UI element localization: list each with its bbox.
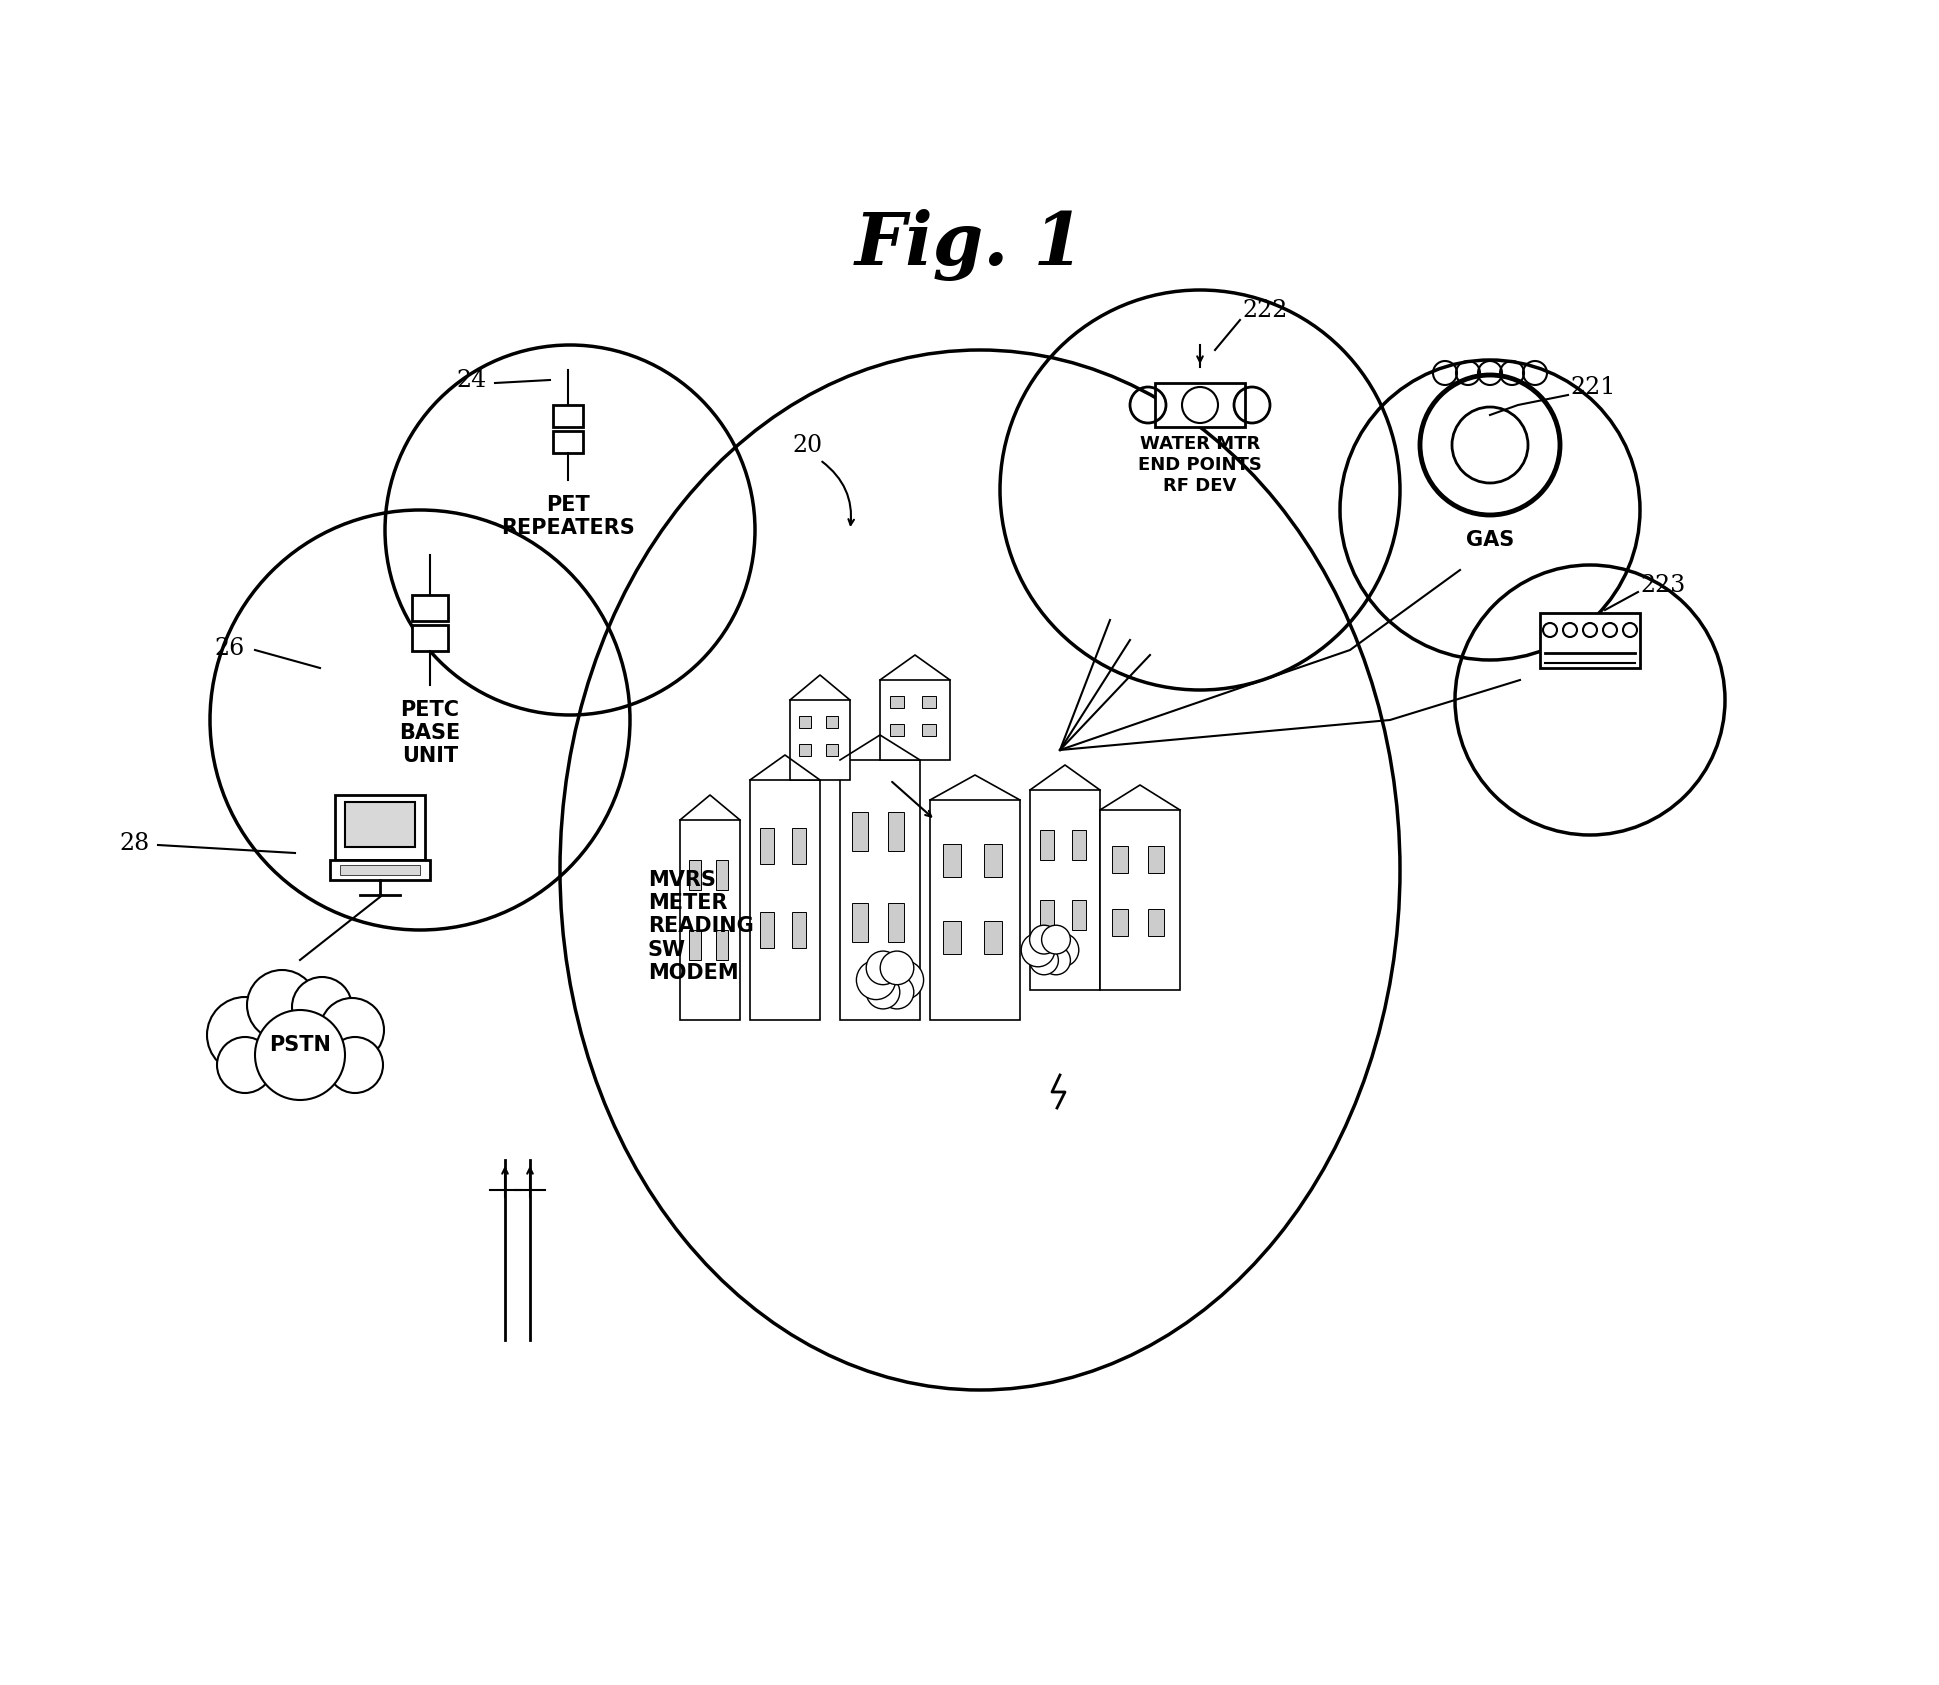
Text: 221: 221 — [1569, 376, 1615, 398]
Bar — [880, 681, 950, 760]
Text: GAS: GAS — [1466, 531, 1512, 549]
Bar — [921, 696, 935, 708]
Circle shape — [884, 960, 923, 999]
Bar — [942, 844, 962, 876]
Bar — [1072, 831, 1086, 859]
Text: 20: 20 — [793, 433, 822, 457]
Bar — [1148, 846, 1163, 873]
Bar — [929, 800, 1020, 1019]
Bar — [411, 625, 448, 650]
Circle shape — [880, 950, 913, 984]
Bar — [760, 912, 774, 949]
Bar — [1039, 900, 1055, 930]
Circle shape — [865, 950, 900, 984]
Bar — [942, 922, 962, 954]
Bar — [681, 821, 739, 1019]
Circle shape — [217, 1036, 273, 1094]
Bar — [760, 827, 774, 864]
Bar — [888, 812, 904, 851]
Bar — [890, 725, 904, 736]
Bar — [851, 903, 867, 942]
Circle shape — [207, 998, 283, 1073]
Bar — [339, 864, 419, 875]
Bar — [1072, 900, 1086, 930]
Bar — [688, 930, 700, 960]
Bar — [1111, 846, 1127, 873]
Circle shape — [880, 976, 913, 1009]
Bar — [888, 903, 904, 942]
Text: MVRS
METER
READING
SW
MODEM: MVRS METER READING SW MODEM — [648, 869, 754, 982]
Bar — [799, 716, 811, 728]
Bar — [826, 745, 838, 757]
Text: 24: 24 — [456, 369, 487, 391]
Bar — [799, 745, 811, 757]
Bar — [826, 716, 838, 728]
Circle shape — [254, 1009, 345, 1100]
Bar — [715, 930, 727, 960]
Circle shape — [328, 1036, 382, 1094]
Text: Fig. 1: Fig. 1 — [855, 209, 1084, 281]
Circle shape — [865, 976, 900, 1009]
Bar — [983, 844, 1001, 876]
Bar — [851, 812, 867, 851]
Circle shape — [320, 998, 384, 1062]
Text: PETC
BASE
UNIT: PETC BASE UNIT — [399, 699, 460, 767]
Text: 26: 26 — [215, 637, 244, 659]
Text: PSTN: PSTN — [270, 1035, 332, 1055]
Bar — [1030, 790, 1099, 991]
Bar — [688, 859, 700, 890]
Bar — [330, 859, 430, 880]
Bar — [1540, 613, 1638, 667]
Bar — [1099, 810, 1179, 991]
Circle shape — [1041, 925, 1070, 954]
Circle shape — [1041, 945, 1070, 976]
Circle shape — [1030, 945, 1059, 976]
Bar — [921, 725, 935, 736]
Bar — [1154, 382, 1245, 426]
Bar — [1148, 908, 1163, 935]
Bar — [335, 795, 425, 859]
Bar — [345, 802, 415, 848]
Circle shape — [246, 971, 316, 1040]
Circle shape — [855, 960, 896, 999]
Text: PET
REPEATERS: PET REPEATERS — [500, 495, 634, 538]
Bar — [553, 431, 584, 453]
Text: 223: 223 — [1638, 573, 1685, 596]
Circle shape — [1020, 933, 1055, 967]
Bar — [411, 595, 448, 622]
Text: 222: 222 — [1241, 298, 1287, 322]
Bar — [789, 699, 849, 780]
Bar — [1039, 831, 1055, 859]
Bar — [750, 780, 820, 1019]
Text: WATER MTR
END POINTS
RF DEV: WATER MTR END POINTS RF DEV — [1138, 435, 1260, 495]
Bar — [715, 859, 727, 890]
Circle shape — [1030, 925, 1059, 954]
Bar — [791, 912, 805, 949]
Bar — [791, 827, 805, 864]
Bar — [1111, 908, 1127, 935]
Bar — [840, 760, 919, 1019]
Bar — [553, 404, 584, 426]
Text: 28: 28 — [120, 831, 149, 854]
Circle shape — [1045, 933, 1078, 967]
Bar — [983, 922, 1001, 954]
Circle shape — [293, 977, 351, 1036]
Bar — [890, 696, 904, 708]
